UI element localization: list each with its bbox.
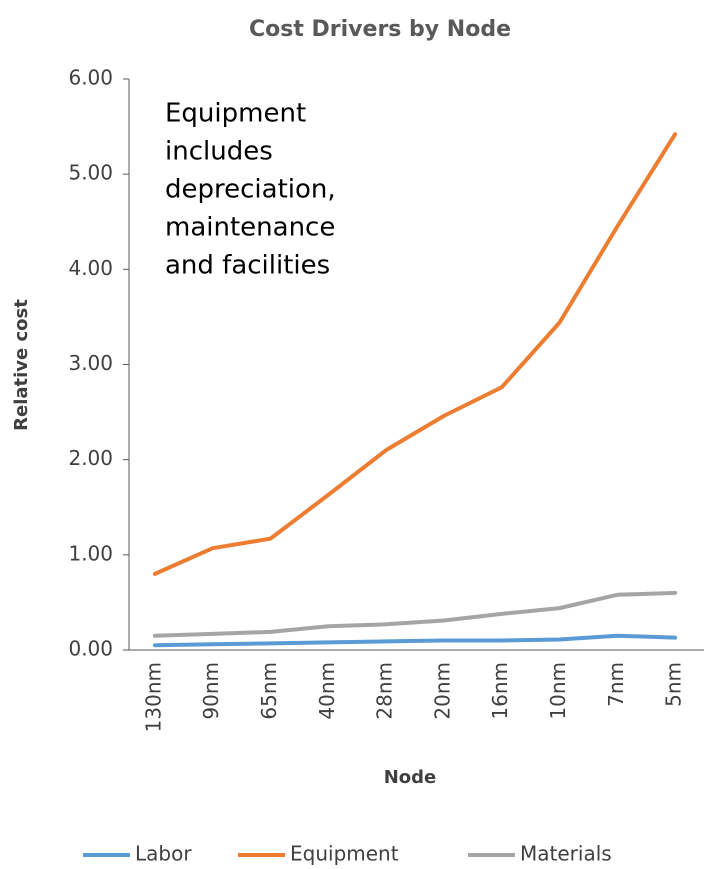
- x-tick-label: 20nm: [430, 662, 454, 720]
- annotation: and facilities: [165, 251, 330, 281]
- legend-label: Labor: [135, 842, 192, 866]
- chart-title: Cost Drivers by Node: [249, 17, 511, 42]
- x-tick-label: 10nm: [546, 662, 570, 720]
- x-tick-label: 130nm: [141, 662, 165, 732]
- annotation: includes: [165, 137, 273, 167]
- x-axis-title: Node: [384, 767, 437, 788]
- x-tick-label: 16nm: [488, 662, 512, 720]
- series-line: [152, 590, 678, 638]
- y-tick-label: 3.00: [68, 351, 113, 375]
- y-tick-label: 0.00: [68, 637, 113, 661]
- y-axis-title: Relative cost: [11, 299, 32, 431]
- annotation: maintenance: [165, 213, 335, 243]
- x-tick-label: 90nm: [199, 662, 223, 720]
- x-tick-label: 5nm: [662, 662, 686, 707]
- legend-label: Equipment: [290, 842, 399, 866]
- x-tick-label: 28nm: [373, 662, 397, 720]
- y-tick-label: 4.00: [68, 256, 113, 280]
- legend-label: Materials: [520, 842, 612, 866]
- y-tick-label: 1.00: [68, 541, 113, 565]
- annotation: depreciation,: [165, 175, 336, 205]
- y-tick-label: 2.00: [68, 446, 113, 470]
- series-line: [152, 633, 678, 648]
- y-tick-label: 6.00: [68, 66, 113, 90]
- x-tick-label: 65nm: [257, 662, 281, 720]
- annotation: Equipment: [165, 99, 306, 129]
- y-tick-label: 5.00: [68, 161, 113, 185]
- x-tick-label: 40nm: [315, 662, 339, 720]
- x-tick-label: 7nm: [604, 662, 628, 707]
- series-line: [152, 132, 678, 576]
